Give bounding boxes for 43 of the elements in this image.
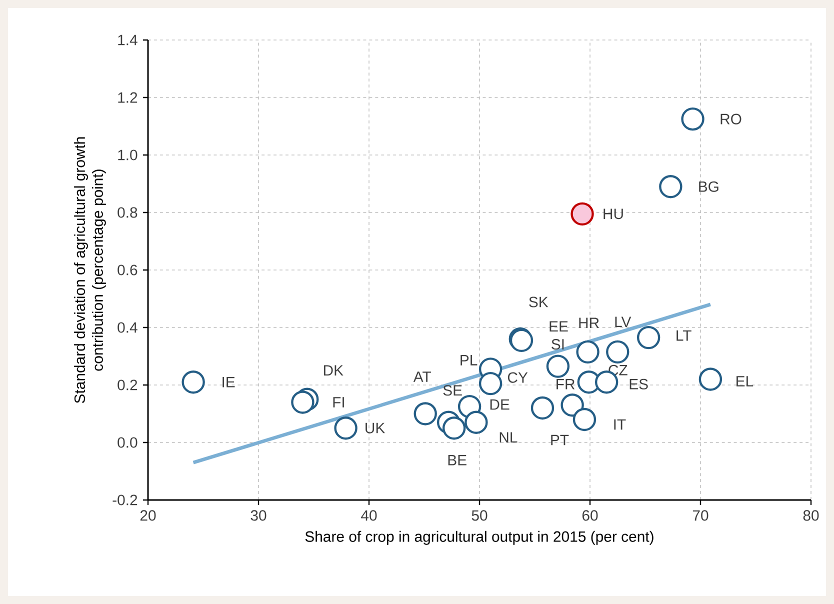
x-tick-label: 30 — [250, 510, 266, 521]
y-tick-label: 0.4 — [118, 322, 138, 333]
x-tick-label: 60 — [582, 510, 598, 521]
x-tick-label: 20 — [140, 510, 156, 521]
annotation: DE — [490, 399, 510, 410]
annotation: PL — [460, 355, 478, 366]
annotation: IE — [222, 376, 235, 388]
annotation: BE — [448, 454, 466, 466]
annotation: HR — [579, 318, 599, 328]
y-tick-label: 0.0 — [118, 437, 138, 448]
annotation: FR — [556, 378, 575, 390]
x-tick-label: 40 — [361, 510, 377, 521]
annotation: RO — [720, 114, 742, 124]
y-tick-label: 0.2 — [118, 380, 138, 390]
x-axis-title: Share of crop in agricultural output in 2015 (per cent) — [305, 530, 654, 545]
annotation: EE — [550, 321, 568, 332]
x-tick-label: 70 — [692, 510, 708, 521]
annotation: LV — [615, 316, 632, 328]
y-tick-label: 1.0 — [118, 150, 138, 160]
annotation: ES — [630, 378, 648, 390]
annotation: EL — [736, 376, 754, 386]
annotation: DK — [324, 365, 344, 376]
annotation: IT — [614, 419, 626, 430]
x-tick-label: 80 — [803, 510, 819, 521]
annotation: SK — [529, 296, 548, 308]
annotation: AT — [413, 372, 432, 382]
annotation: HU — [604, 208, 623, 220]
y-tick-label: 1.4 — [118, 34, 138, 46]
annotation: UK — [366, 422, 386, 434]
annotation: BG — [699, 181, 718, 192]
x-tick-label: 50 — [472, 510, 488, 521]
y-axis-title: Standard deviation of agricultural growth contribution (percentage point) — [74, 137, 106, 404]
y-tick-label: -0.2 — [112, 494, 138, 506]
y-tick-label: 1.2 — [118, 92, 138, 103]
annotation: NL — [500, 432, 518, 442]
annotation: CY — [508, 372, 528, 383]
annotation: SE — [443, 385, 462, 396]
annotation: PT — [551, 434, 569, 446]
annotation: FI — [333, 397, 344, 408]
y-tick-label: 0.8 — [118, 207, 138, 218]
y-tick-label: 0.6 — [118, 264, 138, 276]
annotation: LT — [676, 330, 692, 341]
annotation: SI — [552, 339, 564, 350]
